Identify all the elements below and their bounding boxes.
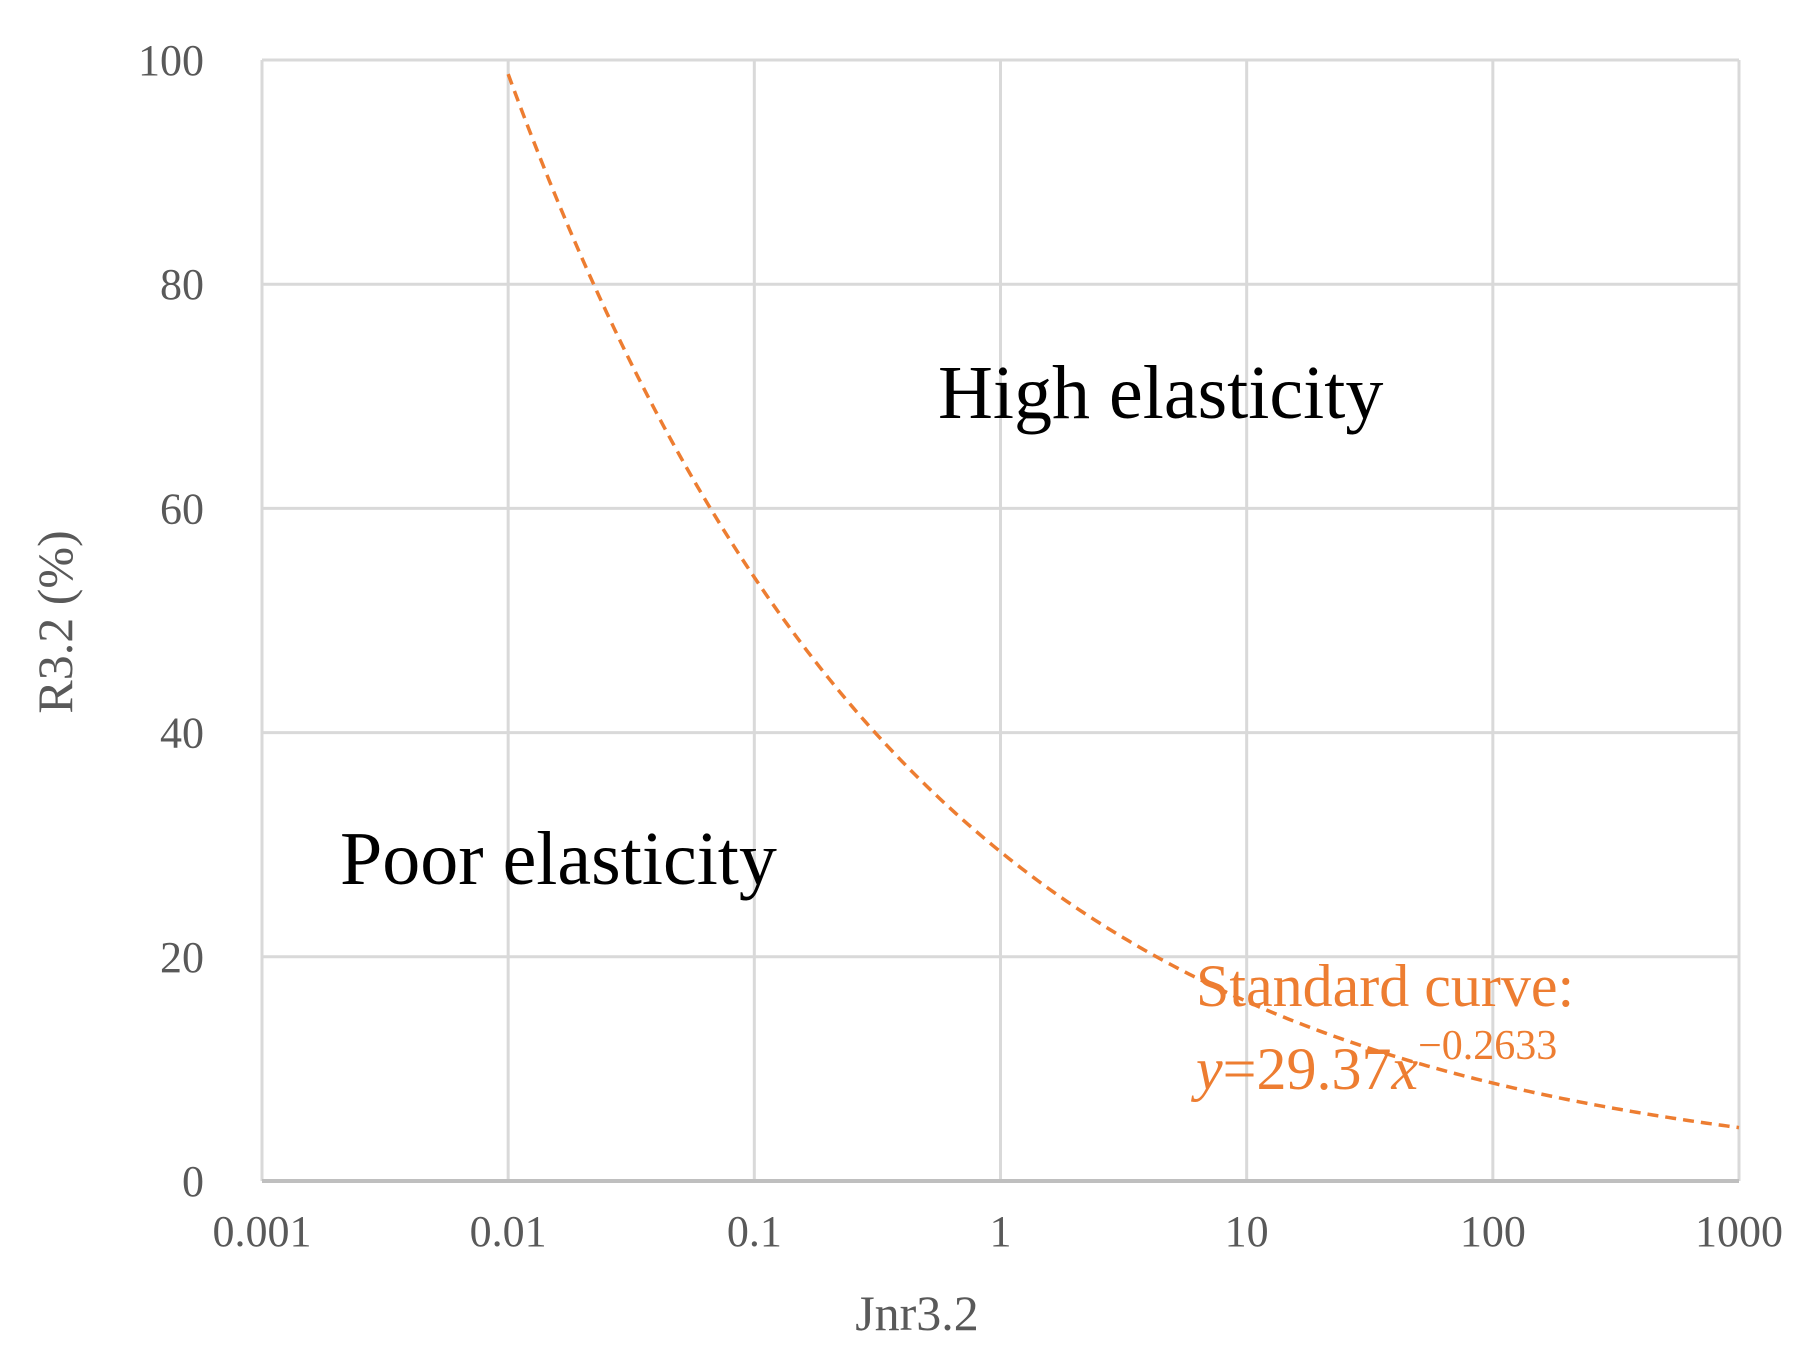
y-axis-title: R3.2 (%) — [27, 530, 83, 713]
standard-curve-line — [506, 73, 1740, 1130]
poor-elasticity-label: Poor elasticity — [340, 817, 777, 901]
x-tick-label: 1 — [990, 1207, 1012, 1256]
standard-curve-equation: y=29.37x−0.2633 — [1190, 1023, 1557, 1102]
y-tick-label: 40 — [160, 709, 204, 758]
y-tick-label: 100 — [138, 36, 204, 85]
x-tick-label: 0.1 — [727, 1207, 782, 1256]
x-tick-label: 0.001 — [213, 1207, 312, 1256]
x-tick-label: 1000 — [1695, 1207, 1783, 1256]
x-tick-label: 100 — [1460, 1207, 1526, 1256]
y-tick-label: 20 — [160, 933, 204, 982]
y-tick-label: 0 — [182, 1157, 204, 1206]
y-tick-label: 60 — [160, 484, 204, 533]
equation-x: x — [1390, 1036, 1418, 1102]
tick-labels: 0.001 0.01 0.1 1 10 100 1000 0 20 40 60 80 100 — [138, 36, 1783, 1256]
standard-curve-label: Standard curve: — [1196, 953, 1574, 1019]
x-tick-label: 10 — [1225, 1207, 1269, 1256]
y-tick-label: 80 — [160, 260, 204, 309]
x-axis-title: Jnr3.2 — [855, 1285, 979, 1341]
grid — [260, 58, 1741, 1181]
high-elasticity-label: High elasticity — [938, 351, 1383, 435]
equation-body: =29.37 — [1223, 1036, 1392, 1102]
equation-y: y — [1190, 1036, 1223, 1102]
x-tick-label: 0.01 — [470, 1207, 547, 1256]
equation-exponent: −0.2633 — [1418, 1023, 1557, 1069]
